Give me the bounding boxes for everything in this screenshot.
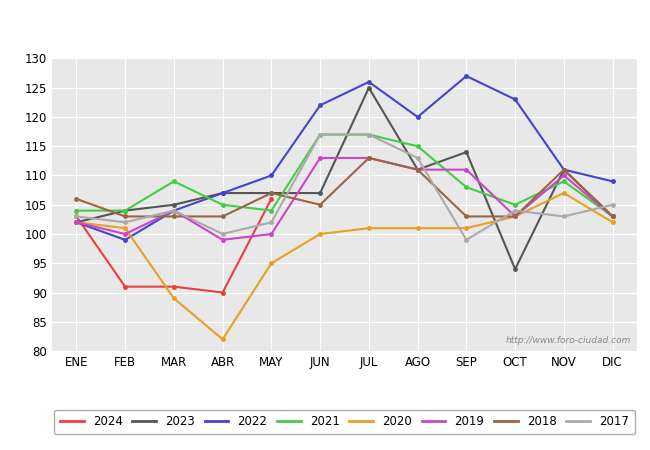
Text: http://www.foro-ciudad.com: http://www.foro-ciudad.com bbox=[506, 336, 631, 345]
Text: Afiliados en Fuentenava de Jábaga a 31/5/2024: Afiliados en Fuentenava de Jábaga a 31/5… bbox=[135, 19, 515, 35]
Legend: 2024, 2023, 2022, 2021, 2020, 2019, 2018, 2017: 2024, 2023, 2022, 2021, 2020, 2019, 2018… bbox=[54, 410, 635, 434]
